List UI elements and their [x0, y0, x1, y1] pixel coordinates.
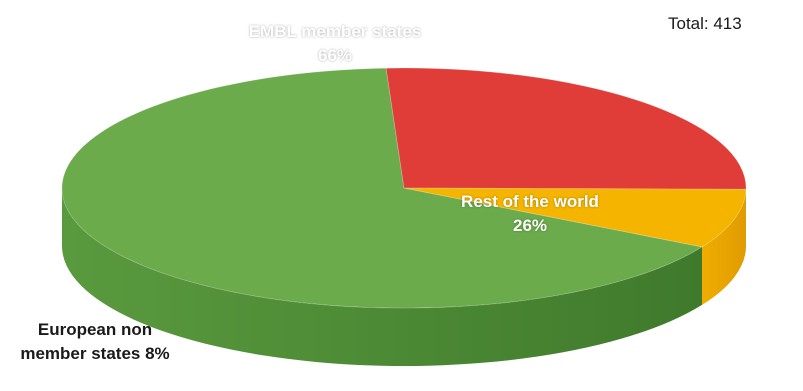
pie-slice-european-non-member-states — [403, 187, 747, 248]
slice-label-european-non-member-states: European non member states 8% — [20, 320, 170, 363]
pie-slice-rest-of-world — [385, 67, 747, 190]
total-annotation: Total: 413 — [668, 14, 742, 33]
slice-label-rest-of-world: Rest of the world 26% — [461, 192, 599, 235]
pie-side-european-non-member-states — [702, 189, 746, 305]
pie-side-embl-member-states — [61, 188, 702, 367]
slice-label-embl-member-states: EMBL member states 66% — [248, 22, 422, 65]
pie-slice-embl-member-states — [61, 67, 704, 309]
